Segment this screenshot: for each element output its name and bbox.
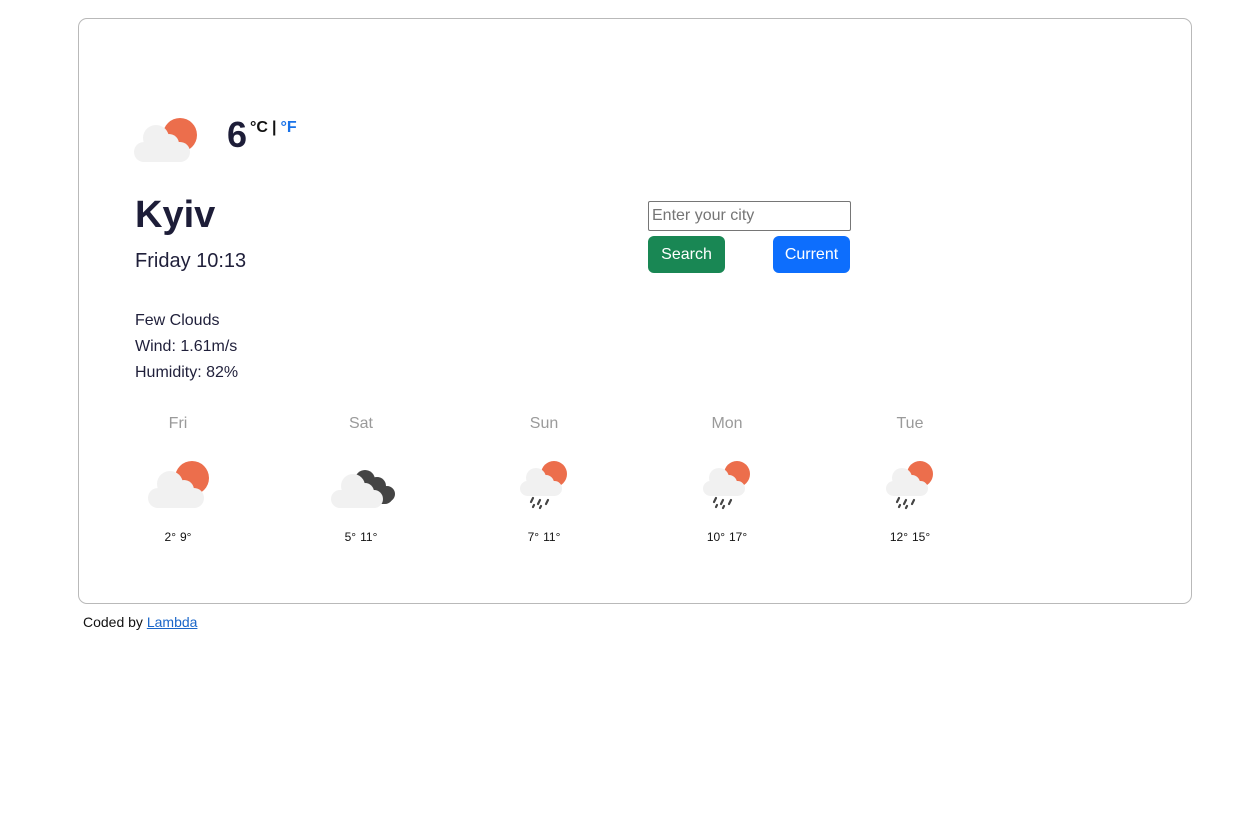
forecast-min-temp: 2°: [164, 530, 176, 544]
forecast-day: Sun 7° 11°: [494, 414, 594, 544]
forecast-temps: 12° 15°: [860, 530, 960, 544]
forecast-temps: 7° 11°: [494, 530, 594, 544]
few-clouds-day-icon: [134, 118, 197, 162]
city-name: Kyiv: [135, 194, 216, 236]
forecast-max-temp: 17°: [729, 530, 748, 544]
temperature-display: 6 °C | °F: [227, 112, 297, 158]
rain-day-icon: [703, 461, 750, 510]
footer: Coded by Lambda: [83, 613, 197, 631]
footer-text: Coded by: [83, 614, 143, 630]
forecast-min-temp: 5°: [344, 530, 357, 544]
forecast-temps: 2° 9°: [128, 530, 228, 544]
forecast-max-temp: 15°: [912, 530, 931, 544]
forecast-day-name: Sat: [348, 415, 373, 432]
weather-description: Few Clouds: [135, 312, 220, 329]
author-link[interactable]: Lambda: [146, 614, 198, 630]
weather-card: [78, 18, 1192, 604]
city-search-input[interactable]: [648, 201, 851, 231]
broken-clouds-icon: [331, 470, 395, 508]
forecast-min-temp: 12°: [889, 530, 908, 544]
unit-separator: |: [271, 119, 277, 136]
forecast-day-name: Tue: [896, 415, 924, 432]
fahrenheit-link[interactable]: °F: [280, 119, 297, 136]
temperature-value: 6: [227, 114, 248, 155]
forecast-day: Fri 2° 9°: [128, 414, 228, 544]
forecast-max-temp: 11°: [543, 530, 561, 544]
forecast-temps: 5° 11°: [311, 530, 411, 544]
rain-day-icon: [520, 461, 567, 510]
forecast-max-temp: 11°: [360, 530, 378, 544]
weather-details: Few Clouds Wind: 1.61m/s Humidity: 82%: [135, 308, 238, 386]
forecast-day-name: Mon: [711, 415, 743, 432]
few-clouds-day-icon: [148, 461, 209, 508]
current-location-button[interactable]: Current: [773, 236, 850, 273]
rain-day-icon: [886, 461, 933, 510]
forecast-day: Sat 5° 11°: [311, 414, 411, 544]
forecast-min-temp: 10°: [706, 530, 725, 544]
forecast-day: Mon 10° 17°: [677, 414, 777, 544]
forecast-min-temp: 7°: [527, 530, 540, 544]
unit-switch: °C | °F: [250, 118, 297, 138]
forecast-day-name: Sun: [529, 415, 559, 432]
forecast-day: Tue 12° 15°: [860, 414, 960, 544]
current-datetime: Friday 10:13: [135, 250, 247, 272]
search-button[interactable]: Search: [648, 236, 725, 273]
forecast-temps: 10° 17°: [677, 530, 777, 544]
humidity: Humidity: 82%: [135, 364, 239, 381]
celsius-unit[interactable]: °C: [250, 119, 268, 136]
wind-speed: Wind: 1.61m/s: [135, 338, 238, 355]
forecast-day-name: Fri: [168, 415, 188, 432]
forecast-max-temp: 9°: [180, 530, 192, 544]
